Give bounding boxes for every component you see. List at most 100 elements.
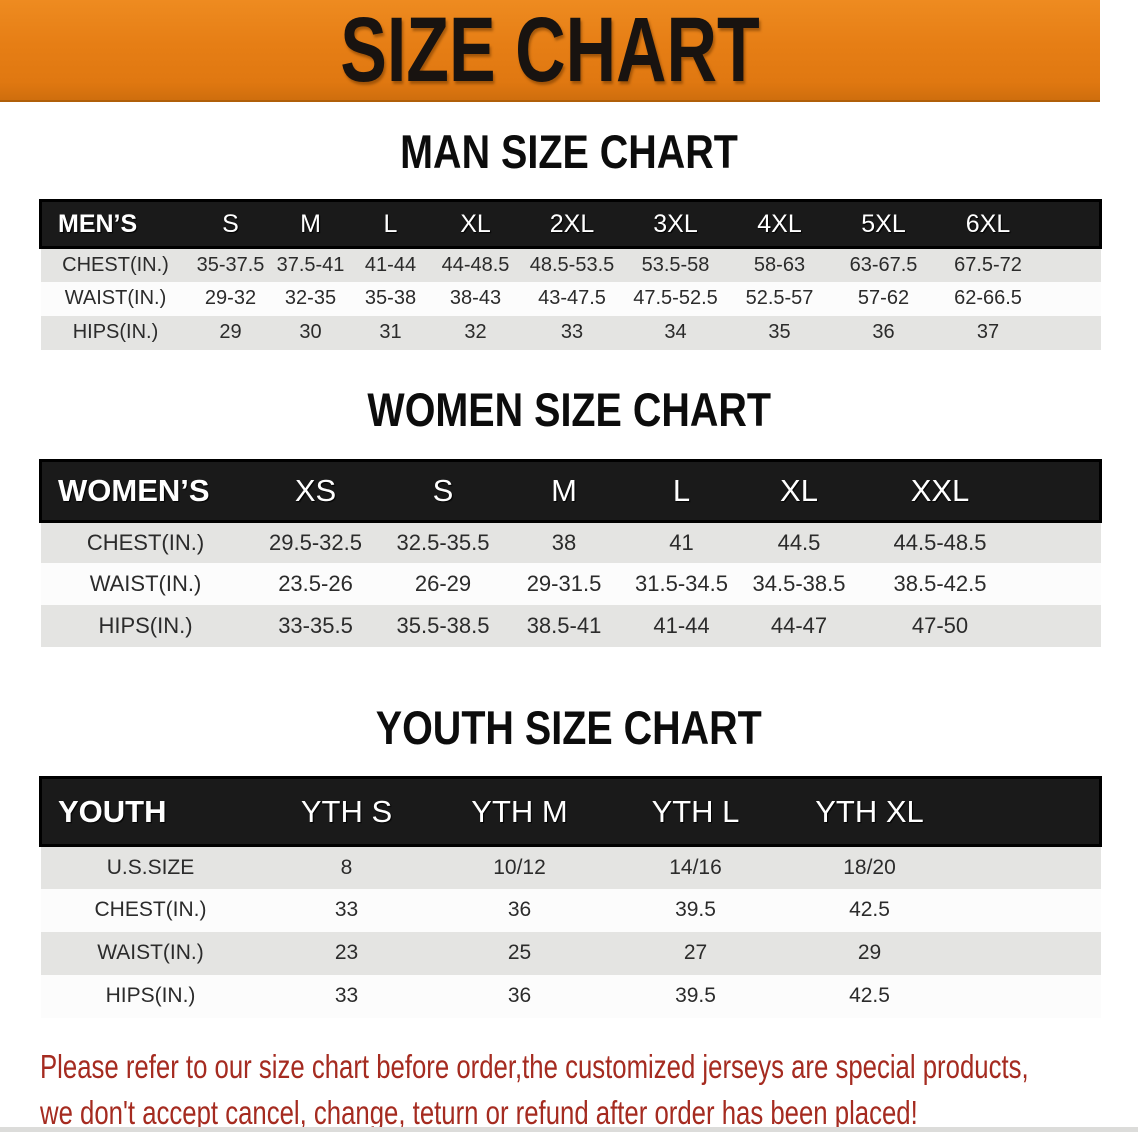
order-disclaimer: Please refer to our size chart before or…	[40, 1044, 1138, 1136]
filler-cell	[955, 889, 1101, 932]
size-cell: 29	[219, 321, 242, 343]
youth-size-table: YOUTH YTH S YTH M YTH L YTH XL U.S.SIZE …	[39, 776, 1102, 1018]
size-cell: 38.5-42.5	[893, 571, 987, 596]
size-cell: 42.5	[849, 984, 890, 1007]
size-cell: 32	[464, 321, 487, 343]
size-cell: 29-31.5	[526, 571, 602, 596]
size-cell: 44.5	[777, 529, 821, 555]
size-cell: 33	[334, 898, 359, 921]
size-cell: 47.5-52.5	[633, 287, 718, 309]
men-table-header-row: MEN’S S M L XL 2XL 3XL 4XL 5XL 6XL	[39, 199, 1102, 249]
size-cell: 10/12	[493, 855, 546, 879]
size-cell: 29	[857, 941, 882, 964]
size-cell: 35-38	[364, 287, 417, 309]
youth-section-heading: YOUTH SIZE CHART	[0, 704, 1138, 751]
youth-waist-row: WAIST(IN.) 23 25 27 29	[40, 931, 1101, 975]
size-cell: 30	[299, 321, 322, 343]
size-cell: 38-43	[449, 287, 502, 309]
women-size-header: XS	[250, 458, 381, 523]
women-chest-row: CHEST(IN.) 29.5-32.5 32.5-35.5 38 41 44.…	[40, 521, 1101, 563]
youth-size-header: YTH L	[606, 776, 785, 847]
women-size-header: XL	[740, 458, 858, 523]
size-cell: 33-35.5	[278, 613, 353, 638]
youth-table-header-row: YOUTH YTH S YTH M YTH L YTH XL	[39, 776, 1102, 847]
row-label: WAIST(IN.)	[89, 571, 202, 596]
size-chart-banner: SIZE CHART	[0, 0, 1100, 102]
men-chest-row: CHEST(IN.) 35-37.5 37.5-41 41-44 44-48.5…	[40, 247, 1101, 282]
women-section-heading: WOMEN SIZE CHART	[0, 386, 1138, 433]
header-filler	[1040, 199, 1102, 249]
size-cell: 47-50	[911, 613, 969, 638]
men-size-header: M	[270, 199, 351, 249]
men-size-header: L	[350, 199, 431, 249]
row-label: WAIST(IN.)	[97, 941, 204, 964]
size-cell: 37	[976, 321, 1000, 343]
size-cell: 35.5-38.5	[396, 613, 490, 638]
row-label: WAIST(IN.)	[64, 287, 167, 309]
size-cell: 41-44	[364, 253, 417, 276]
filler-cell	[955, 932, 1101, 975]
men-size-header: 6XL	[935, 199, 1041, 249]
size-cell: 41-44	[653, 613, 710, 638]
filler-cell	[1041, 248, 1101, 282]
women-size-header: XXL	[857, 458, 1023, 523]
women-size-header: S	[380, 458, 506, 523]
bottom-edge-strip	[0, 1127, 1138, 1132]
youth-ussize-row: U.S.SIZE 8 10/12 14/16 18/20	[40, 845, 1101, 889]
size-cell: 25	[507, 941, 532, 964]
filler-cell	[955, 975, 1101, 1018]
size-cell: 63-67.5	[849, 253, 918, 276]
size-cell: 38	[551, 529, 577, 555]
disclaimer-line-2: we don't accept cancel, change, teturn o…	[40, 1093, 918, 1131]
size-cell: 39.5	[675, 898, 716, 921]
youth-size-header: YTH S	[260, 776, 433, 847]
size-cell: 31.5-34.5	[635, 571, 728, 596]
banner-title: SIZE CHART	[340, 0, 760, 101]
size-cell: 38.5-41	[526, 613, 602, 638]
women-waist-row: WAIST(IN.) 23.5-26 26-29 29-31.5 31.5-34…	[40, 563, 1101, 605]
men-heading-text: MAN SIZE CHART	[400, 125, 738, 178]
men-size-header: 3XL	[623, 199, 728, 249]
youth-chest-row: CHEST(IN.) 33 36 39.5 42.5	[40, 888, 1101, 932]
size-cell: 26-29	[414, 571, 472, 596]
men-size-header: 4XL	[727, 199, 832, 249]
women-size-header: M	[505, 458, 623, 523]
youth-table-title: YOUTH	[39, 776, 261, 847]
size-cell: 52.5-57	[745, 287, 814, 309]
size-cell: 35-37.5	[196, 253, 265, 276]
women-size-header: L	[622, 458, 741, 523]
youth-hips-row: HIPS(IN.) 33 36 39.5 42.5	[40, 974, 1101, 1018]
filler-cell	[1023, 563, 1101, 605]
women-size-table: WOMEN’S XS S M L XL XXL CHEST(IN.) 29.5-…	[39, 458, 1102, 647]
size-cell: 23.5-26	[278, 571, 353, 596]
size-cell: 43-47.5	[538, 287, 606, 309]
filler-cell	[1023, 605, 1101, 647]
size-cell: 32.5-35.5	[396, 529, 490, 555]
size-cell: 33	[334, 984, 359, 1007]
filler-cell	[1023, 521, 1101, 563]
filler-cell	[1041, 316, 1101, 350]
youth-size-header: YTH M	[432, 776, 607, 847]
size-cell: 44.5-48.5	[893, 529, 987, 555]
men-size-header: 2XL	[520, 199, 624, 249]
women-heading-text: WOMEN SIZE CHART	[367, 382, 771, 436]
size-cell: 37.5-41	[276, 253, 345, 276]
size-cell: 44-48.5	[441, 253, 510, 276]
size-cell: 35	[768, 321, 791, 343]
size-cell: 23	[334, 941, 359, 964]
size-cell: 67.5-72	[954, 253, 1022, 276]
filler-cell	[955, 846, 1101, 889]
size-cell: 48.5-53.5	[529, 253, 615, 276]
size-cell: 14/16	[669, 855, 722, 879]
size-cell: 29-32	[204, 287, 257, 309]
youth-size-header: YTH XL	[784, 776, 955, 847]
header-filler	[954, 776, 1102, 847]
size-cell: 39.5	[675, 984, 716, 1007]
men-waist-row: WAIST(IN.) 29-32 32-35 35-38 38-43 43-47…	[40, 281, 1101, 316]
size-cell: 57-62	[857, 287, 910, 309]
men-hips-row: HIPS(IN.) 29 30 31 32 33 34 35 36 37	[40, 315, 1101, 350]
men-table-title: MEN’S	[39, 199, 191, 249]
header-filler	[1022, 458, 1102, 523]
row-label: CHEST(IN.)	[94, 898, 207, 921]
row-label: HIPS(IN.)	[72, 321, 159, 343]
